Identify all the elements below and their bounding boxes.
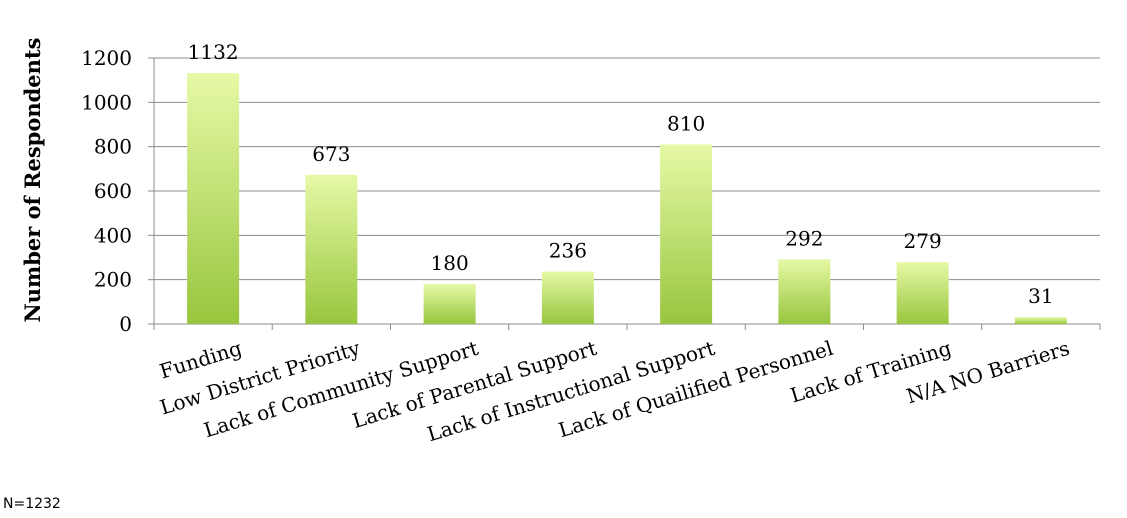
data-label: 810 [667,111,705,135]
gridlines [154,57,1100,281]
bar [896,262,949,324]
y-tick-label: 1200 [81,46,132,70]
bar [660,144,713,324]
sample-size-note: N=1232 [3,496,61,512]
y-tick-label: 400 [94,223,132,247]
y-tick-label: 0 [119,312,132,336]
y-tick-label: 1000 [81,90,132,114]
data-label: 180 [431,251,469,275]
bar [187,73,240,324]
axes [148,57,1101,330]
y-axis-label: Number of Respondents [20,38,45,323]
data-label: 292 [785,226,823,250]
bar [305,174,358,324]
bar [778,259,831,324]
data-label: 236 [549,239,587,263]
data-label: 673 [312,142,350,166]
y-tick-label: 800 [94,135,132,159]
data-label: 279 [904,229,942,253]
data-label: 31 [1028,284,1053,308]
bar [541,271,594,324]
y-tick-label: 200 [94,268,132,292]
bar [1014,317,1067,324]
data-label: 1132 [188,40,239,64]
bar [423,284,476,324]
bars [187,73,1067,324]
y-tick-label: 600 [94,179,132,203]
